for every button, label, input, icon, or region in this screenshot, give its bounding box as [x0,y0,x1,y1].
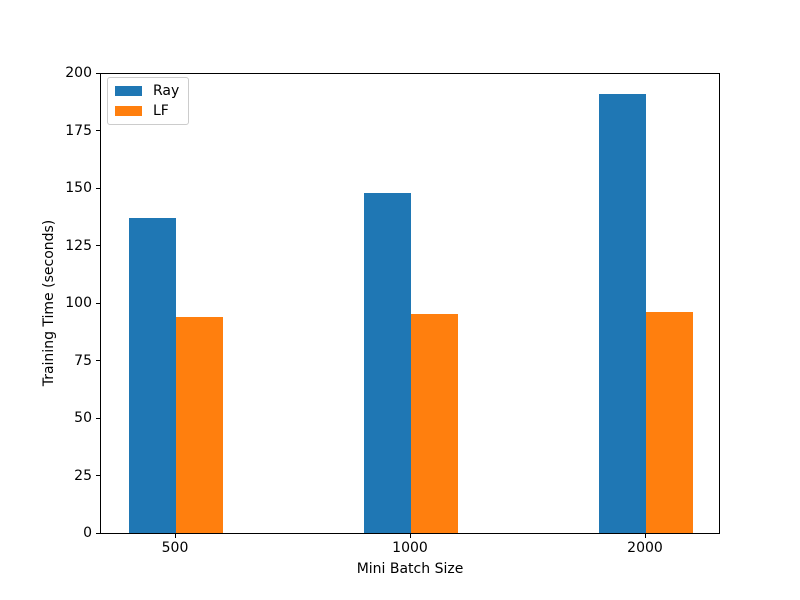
y-tick-mark [96,187,100,189]
y-tick-label: 125 [65,237,92,254]
y-tick-label: 75 [74,352,92,369]
y-tick-label: 50 [74,410,92,426]
bar-lf-2000 [646,312,693,533]
legend-label-lf: LF [153,103,169,119]
bar-lf-1000 [411,314,458,533]
bar-ray-500 [129,218,176,533]
x-tick-mark [644,534,646,538]
y-tick-mark [96,532,100,534]
y-tick-label: 0 [83,525,92,541]
bar-ray-2000 [599,94,646,533]
y-tick-mark [96,475,100,476]
legend-swatch-ray [115,86,142,96]
legend-label-ray: Ray [153,83,180,99]
y-tick-label: 175 [65,122,92,139]
x-axis-label: Mini Batch Size [356,561,464,577]
y-tick-mark [96,72,100,74]
x-tick-mark [409,534,411,538]
y-tick-mark [96,245,100,246]
y-tick-label: 200 [65,65,92,81]
y-tick-mark [96,302,100,304]
y-tick-mark [96,417,100,419]
bar-ray-1000 [364,193,411,533]
legend: Ray LF [107,77,190,125]
y-tick-label: 150 [65,180,92,196]
x-tick-label: 2000 [627,540,663,556]
x-tick-mark [174,534,176,538]
x-tick-label: 500 [161,540,189,556]
y-tick-mark [96,130,100,131]
bar-lf-500 [176,317,223,533]
legend-swatch-lf [115,106,142,116]
y-tick-label: 25 [74,467,92,484]
y-axis-label: Training Time (seconds) [41,219,57,387]
x-tick-label: 1000 [392,540,428,556]
legend-entry-lf: LF [115,104,179,118]
y-tick-mark [96,360,100,361]
y-tick-label: 100 [65,295,92,311]
plot-area [100,73,720,534]
legend-entry-ray: Ray [115,84,179,98]
